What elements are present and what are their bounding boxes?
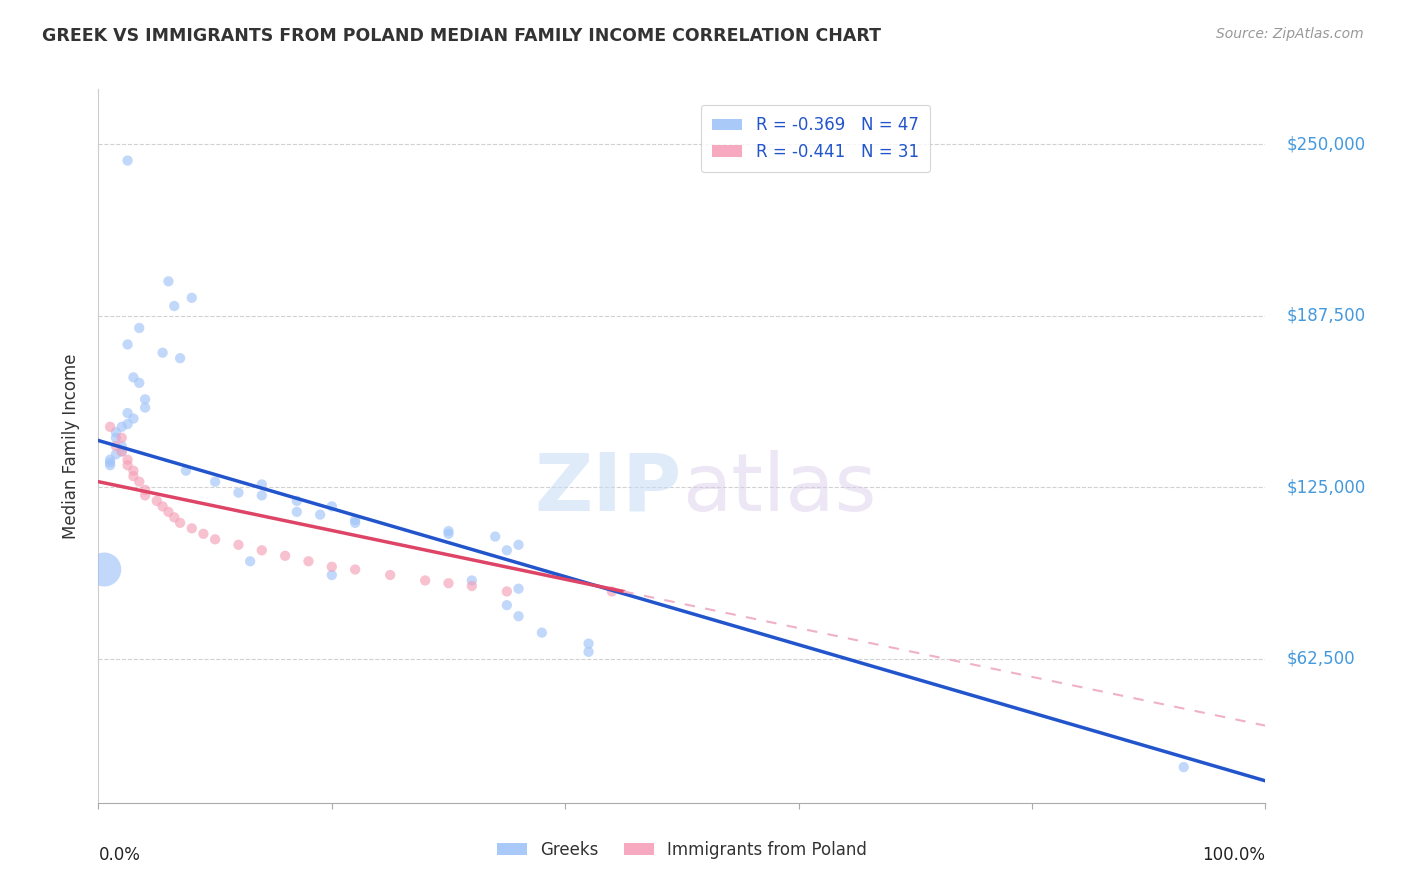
Point [174, 464, 197, 478]
Point [437, 524, 460, 538]
Point [117, 153, 139, 168]
Point [250, 543, 273, 558]
Point [461, 579, 484, 593]
Point [111, 419, 134, 434]
Point [134, 401, 156, 415]
Text: $125,000: $125,000 [1286, 478, 1365, 496]
Point [285, 494, 308, 508]
Text: $62,500: $62,500 [1286, 649, 1355, 668]
Point [128, 475, 150, 489]
Point [111, 431, 134, 445]
Point [146, 494, 169, 508]
Point [122, 464, 145, 478]
Point [134, 483, 156, 497]
Point [321, 568, 343, 582]
Point [163, 510, 186, 524]
Point [98, 452, 121, 467]
Point [98, 419, 121, 434]
Point [104, 431, 127, 445]
Point [117, 337, 139, 351]
Point [297, 554, 319, 568]
Point [239, 554, 262, 568]
Point [484, 530, 506, 544]
Point [413, 574, 436, 588]
Point [122, 411, 145, 425]
Point [321, 559, 343, 574]
Point [98, 458, 121, 473]
Point [93, 562, 115, 576]
Point [204, 475, 226, 489]
Point [157, 505, 180, 519]
Point [600, 584, 623, 599]
Point [228, 538, 250, 552]
Point [169, 351, 191, 366]
Point [508, 538, 530, 552]
Point [134, 392, 156, 407]
Point [128, 376, 150, 390]
Point [495, 598, 517, 612]
Point [1173, 760, 1195, 774]
Point [157, 274, 180, 288]
Point [111, 439, 134, 453]
Point [274, 549, 297, 563]
Point [530, 625, 553, 640]
Point [111, 444, 134, 458]
Point [437, 576, 460, 591]
Point [508, 582, 530, 596]
Point [193, 526, 215, 541]
Text: ZIP: ZIP [534, 450, 682, 528]
Point [117, 406, 139, 420]
Point [228, 485, 250, 500]
Point [495, 584, 517, 599]
Point [344, 516, 367, 530]
Point [163, 299, 186, 313]
Point [321, 500, 343, 514]
Point [578, 637, 600, 651]
Point [204, 533, 226, 547]
Legend: Greeks, Immigrants from Poland: Greeks, Immigrants from Poland [491, 835, 873, 866]
Point [437, 526, 460, 541]
Point [128, 321, 150, 335]
Point [169, 516, 191, 530]
Text: $250,000: $250,000 [1286, 135, 1365, 153]
Point [461, 574, 484, 588]
Point [111, 444, 134, 458]
Point [250, 477, 273, 491]
Point [508, 609, 530, 624]
Text: 100.0%: 100.0% [1202, 846, 1265, 863]
Point [180, 521, 202, 535]
Point [344, 513, 367, 527]
Text: Source: ZipAtlas.com: Source: ZipAtlas.com [1216, 27, 1364, 41]
Text: GREEK VS IMMIGRANTS FROM POLAND MEDIAN FAMILY INCOME CORRELATION CHART: GREEK VS IMMIGRANTS FROM POLAND MEDIAN F… [42, 27, 882, 45]
Text: $187,500: $187,500 [1286, 307, 1365, 325]
Point [104, 447, 127, 461]
Point [104, 439, 127, 453]
Point [578, 645, 600, 659]
Point [344, 562, 367, 576]
Point [309, 508, 332, 522]
Point [104, 425, 127, 440]
Point [98, 455, 121, 469]
Point [152, 345, 174, 359]
Point [378, 568, 402, 582]
Point [122, 469, 145, 483]
Point [285, 505, 308, 519]
Point [180, 291, 202, 305]
Point [250, 488, 273, 502]
Point [122, 370, 145, 384]
Point [134, 488, 156, 502]
Point [152, 500, 174, 514]
Point [117, 458, 139, 473]
Text: 0.0%: 0.0% [98, 846, 141, 863]
Point [495, 543, 517, 558]
Point [117, 417, 139, 431]
Point [117, 452, 139, 467]
Text: atlas: atlas [682, 450, 876, 528]
Y-axis label: Median Family Income: Median Family Income [62, 353, 80, 539]
